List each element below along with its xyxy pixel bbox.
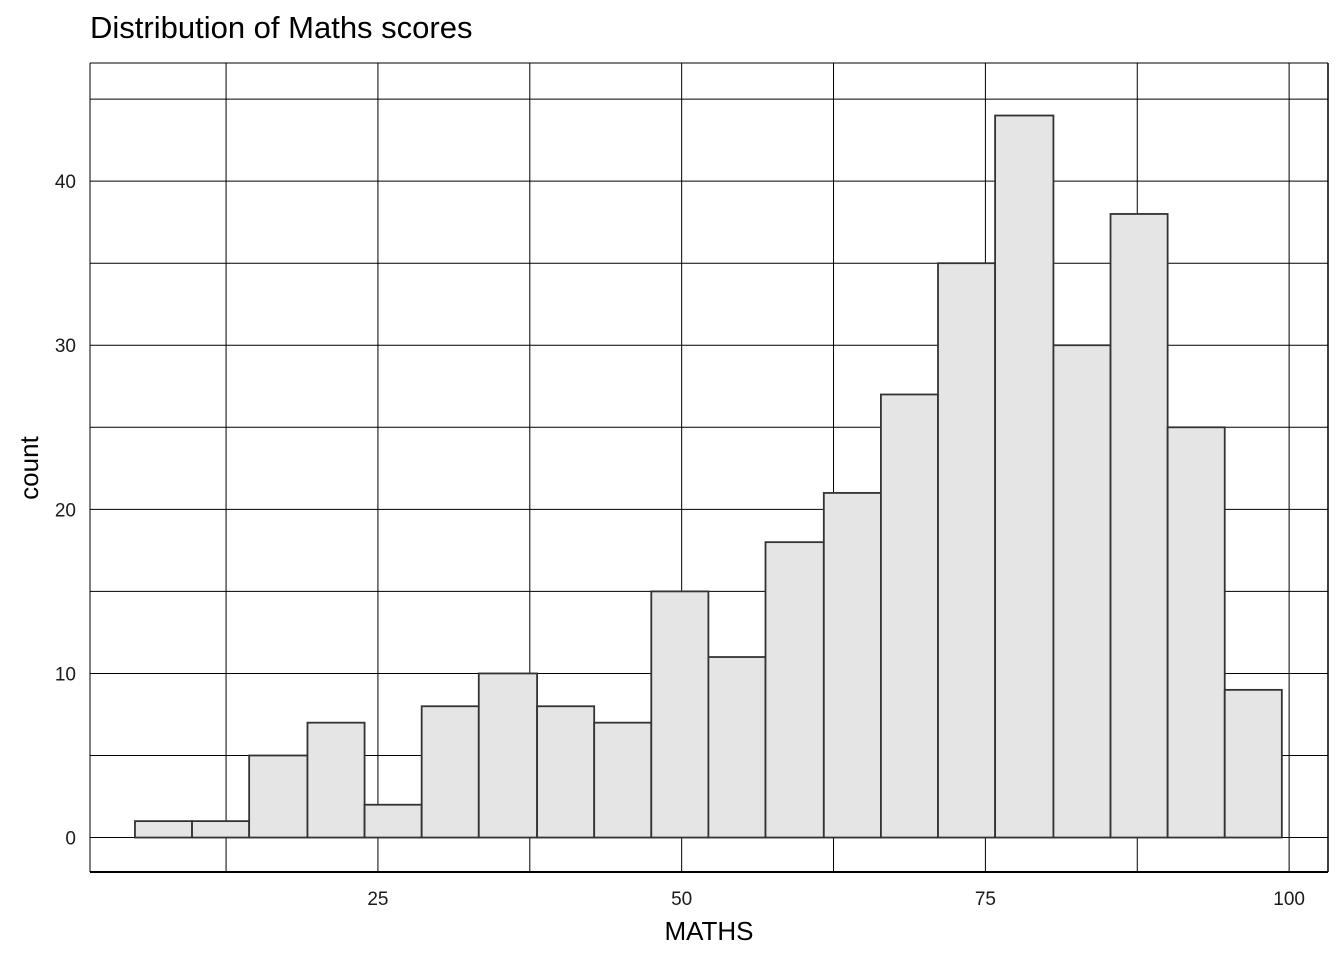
x-tick-label-75: 75 xyxy=(975,889,996,910)
x-tick-label-100: 100 xyxy=(1273,889,1305,910)
histogram-bar-10 xyxy=(650,590,710,839)
histogram-bar-20 xyxy=(1223,688,1283,839)
histogram-bar-14 xyxy=(880,393,939,839)
histogram-bar-4 xyxy=(306,721,366,839)
histogram-bar-3 xyxy=(248,754,309,839)
x-tick-label-25: 25 xyxy=(367,889,388,910)
chart-title: Distribution of Maths scores xyxy=(90,10,473,45)
histogram-bar-5 xyxy=(363,803,423,839)
histogram-bar-18 xyxy=(1109,213,1169,839)
y-tick-label-30: 30 xyxy=(55,336,76,357)
tick-labels: 25 50 75 100 0 10 20 30 40 xyxy=(55,172,1305,910)
histogram-bar-16 xyxy=(994,114,1055,839)
histogram-bar-12 xyxy=(764,541,825,839)
y-tick-label-0: 0 xyxy=(65,829,76,850)
y-tick-label-20: 20 xyxy=(55,500,76,521)
histogram-bar-9 xyxy=(593,721,653,839)
axes xyxy=(89,62,1329,873)
histogram-bar-2 xyxy=(191,820,251,839)
y-tick-label-40: 40 xyxy=(55,172,76,193)
histogram-bar-7 xyxy=(477,672,538,839)
histogram-bar-1 xyxy=(134,820,193,839)
histogram-bar-19 xyxy=(1166,426,1226,839)
histogram-bar-8 xyxy=(536,705,596,839)
histogram-bars xyxy=(134,114,1283,839)
histogram-bar-15 xyxy=(937,262,997,839)
x-axis-title: MATHS xyxy=(664,916,753,946)
histogram-bar-11 xyxy=(707,656,767,839)
y-tick-label-10: 10 xyxy=(55,664,76,685)
x-tick-label-50: 50 xyxy=(671,889,692,910)
histogram-bar-6 xyxy=(420,705,480,839)
histogram-bar-13 xyxy=(822,492,882,839)
histogram-bar-17 xyxy=(1052,344,1112,839)
y-axis-title: count xyxy=(14,435,44,499)
